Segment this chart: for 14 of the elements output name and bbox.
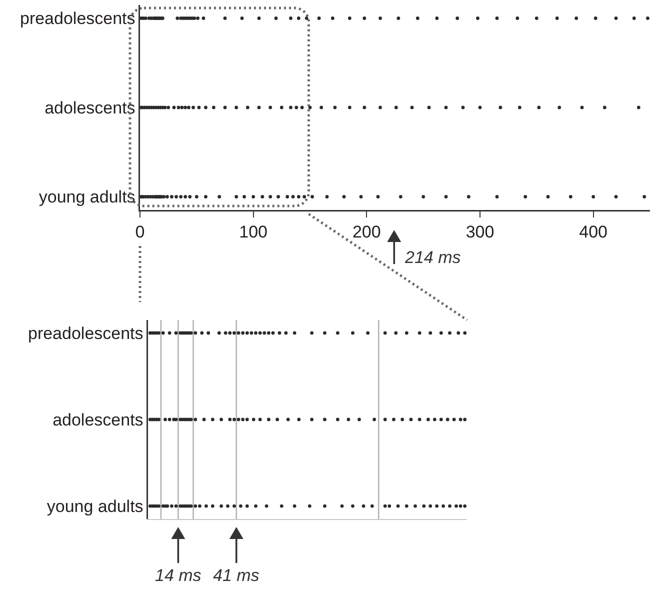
y-tick-label: young adults (38, 188, 136, 207)
y-tick-label: preadolescents (20, 9, 136, 28)
y-tick-label: young adults (46, 497, 144, 516)
x-tick-label: 41 ms (213, 566, 260, 585)
y-tick-label: adolescents (52, 410, 144, 430)
y-tick-label: preadolescents (28, 324, 144, 343)
x-tick-label: 200 (352, 222, 381, 242)
x-tick-label: 0 (135, 222, 145, 242)
x-tick-label: 300 (466, 222, 494, 242)
text: 214 ms (404, 248, 462, 267)
y-tick-label: adolescents (44, 98, 136, 118)
x-tick-label: 14 ms (155, 566, 202, 585)
x-tick-label: 400 (579, 222, 608, 242)
x-tick-label: 100 (239, 222, 268, 242)
